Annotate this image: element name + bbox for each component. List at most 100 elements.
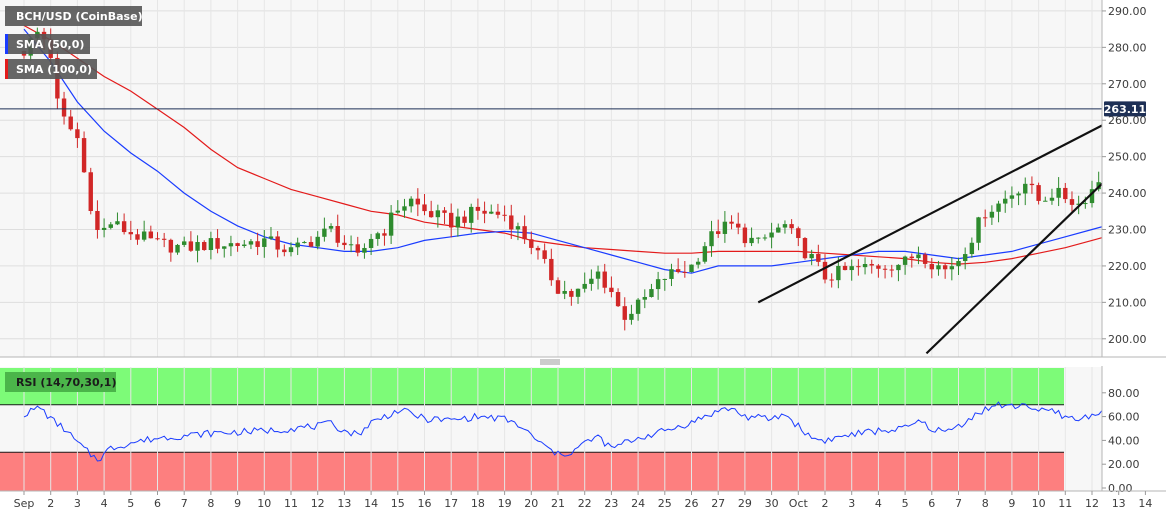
wedge-lower-line [925, 120, 1166, 355]
panel-resize-handle[interactable] [540, 359, 560, 365]
candle-body [542, 250, 547, 259]
rsi-tick-label: 20.00 [1108, 458, 1140, 471]
candle-body [115, 221, 120, 225]
price-tick-label: 260.00 [1108, 114, 1147, 127]
candle-body [615, 292, 621, 307]
candle-body [322, 228, 327, 237]
candle-body [242, 244, 247, 246]
time-tick-label: 12 [1085, 497, 1099, 510]
legend-rsi[interactable]: RSI (14,70,30,1) [5, 372, 116, 392]
candle-body [515, 226, 521, 230]
candle-body [182, 241, 187, 245]
time-tick-label: 29 [738, 497, 752, 510]
candle-body [295, 242, 300, 248]
candle-body [582, 283, 587, 289]
time-tick-label: 7 [181, 497, 188, 510]
legend-symbol-label: BCH/USD (CoinBase) [16, 10, 143, 23]
candle-body [101, 227, 107, 230]
candle-body [549, 258, 554, 281]
rsi-line-layer [23, 401, 1166, 462]
candle-body [1003, 198, 1008, 204]
time-axis-ticks: Sep 2 3 4 5 6 7 8 9 10 11 12 13 14 15 16 17 18 19 20 21 22 23 2… [14, 491, 1166, 510]
time-tick-label: 16 [418, 497, 432, 510]
price-axis-ticks: 290.00 280.00 270.00 260.00 250.00 240.00 230.… [1102, 5, 1147, 346]
candle-body [796, 228, 801, 239]
candle-body [388, 212, 394, 236]
candle-body [922, 254, 928, 264]
time-tick-label: 4 [875, 497, 882, 510]
candle-body [769, 232, 774, 238]
candle-body [1069, 199, 1075, 205]
candle-body [722, 221, 728, 234]
candle-body [749, 237, 754, 244]
time-tick-label: 6 [154, 497, 161, 510]
legend-symbol-bg [5, 6, 142, 26]
candle-body [288, 247, 294, 253]
candle-body [762, 237, 768, 239]
price-tick-label: 290.00 [1108, 5, 1147, 18]
time-tick-label: 25 [658, 497, 672, 510]
candle-body [195, 242, 200, 251]
candle-body [669, 269, 674, 279]
candle-body [368, 238, 374, 248]
legend-symbol[interactable]: BCH/USD (CoinBase) [5, 6, 143, 26]
time-tick-label: 17 [444, 497, 458, 510]
candle-body [455, 216, 461, 228]
candle-body [709, 231, 714, 247]
sma-100-layer [23, 24, 1166, 265]
candle-body [969, 242, 975, 255]
candle-body [188, 241, 194, 251]
candle-body [575, 288, 581, 297]
legend-sma-100[interactable]: SMA (100,0) [5, 59, 97, 79]
candle-body [141, 231, 147, 240]
candle-body [315, 236, 320, 247]
candle-body [929, 263, 934, 270]
candle-body [869, 264, 874, 266]
time-tick-label: 7 [955, 497, 962, 510]
time-tick-label: 5 [127, 497, 134, 510]
candle-body [128, 232, 133, 235]
candle-body [996, 203, 1001, 212]
candle-body [1023, 183, 1028, 194]
candle-body [655, 279, 661, 290]
candle-body [1036, 185, 1041, 201]
rsi-line [23, 401, 1166, 462]
price-tick-label: 250.00 [1108, 151, 1147, 164]
candle-body [449, 212, 454, 228]
candle-body [395, 210, 400, 213]
candle-body [1016, 193, 1021, 196]
candle-body [248, 241, 254, 245]
candle-body [1063, 187, 1068, 200]
candle-body [736, 223, 741, 228]
time-tick-label: 4 [101, 497, 108, 510]
rsi-tick-label: 60.00 [1108, 411, 1140, 424]
time-tick-label: 8 [982, 497, 989, 510]
legend-sma-50[interactable]: SMA (50,0) [5, 34, 90, 54]
candle-body [222, 246, 227, 249]
time-tick-label: 30 [765, 497, 779, 510]
candle-body [856, 266, 861, 268]
current-price-tag: 263.11 [1104, 101, 1146, 117]
candle-body [1029, 183, 1035, 186]
time-tick-label: 11 [1058, 497, 1072, 510]
candle-body [268, 236, 274, 239]
candle-body [802, 238, 808, 259]
candle-body [809, 253, 814, 259]
time-tick-label: 23 [604, 497, 618, 510]
candle-body [428, 211, 434, 218]
time-tick-label: 3 [74, 497, 81, 510]
candle-body [716, 231, 721, 234]
time-tick-label: 2 [47, 497, 54, 510]
candle-body [208, 238, 214, 251]
legend-rsi-label: RSI (14,70,30,1) [16, 376, 116, 389]
time-tick-label: 14 [1138, 497, 1152, 510]
time-tick-label: 22 [578, 497, 592, 510]
time-tick-label: 5 [902, 497, 909, 510]
time-tick-label: 10 [1032, 497, 1046, 510]
time-tick-label: 13 [337, 497, 351, 510]
candle-body [75, 129, 80, 139]
rsi-oversold-zone [0, 452, 1064, 491]
candle-body [108, 224, 113, 228]
rsi-grid [23, 367, 1146, 491]
candle-body [235, 243, 240, 246]
